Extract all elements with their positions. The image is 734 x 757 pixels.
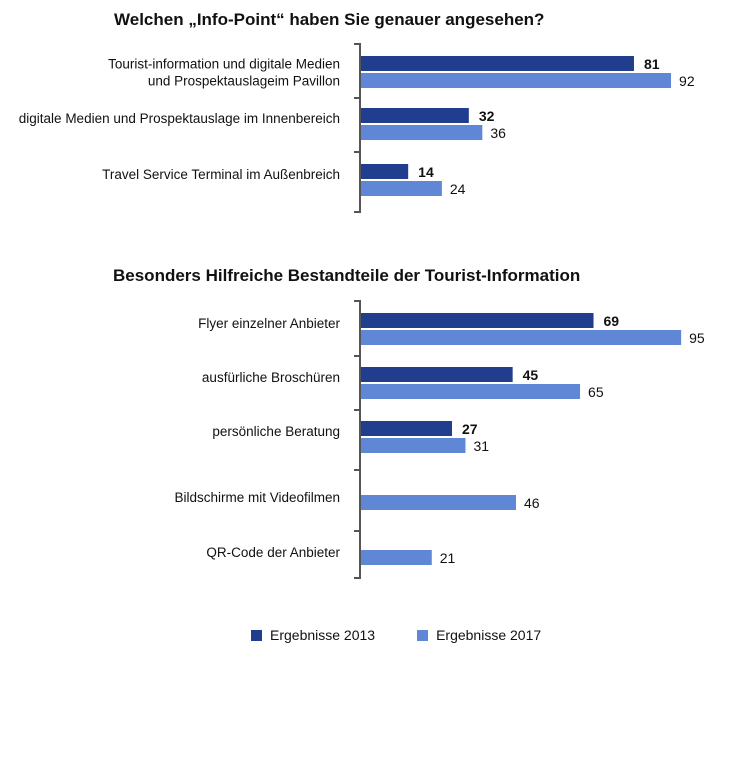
data-label: 92: [679, 73, 695, 89]
category-label: und Prospektauslageim Pavillon: [148, 74, 340, 89]
data-label: 46: [524, 495, 540, 511]
bar-2017: [361, 495, 517, 510]
data-label: 69: [604, 313, 620, 329]
legend-label-2013: Ergebnisse 2013: [270, 627, 376, 643]
category-label: Travel Service Terminal im Außenbreich: [102, 167, 340, 182]
legend: Ergebnisse 2013 Ergebnisse 2017: [251, 627, 583, 643]
chart-title-tourist-information: Besonders Hilfreiche Bestandteile der To…: [113, 266, 581, 285]
data-label: 14: [418, 164, 434, 180]
data-label: 36: [490, 125, 506, 141]
chart-title-info-point: Welchen „Info-Point“ haben Sie genauer a…: [114, 10, 545, 29]
legend-swatch-2013: [251, 629, 262, 641]
category-label: Bildschirme mit Videofilmen: [174, 490, 340, 505]
data-label: 95: [689, 330, 705, 346]
bar-2013: [361, 367, 513, 382]
legend-item-2017: Ergebnisse 2017: [417, 627, 541, 643]
bar-2017: [361, 330, 682, 345]
chart-2: Flyer einzelner Anbieter 69 95 ausfürliche …: [174, 300, 705, 579]
bar-2017: [361, 181, 442, 196]
data-label: 27: [462, 421, 478, 437]
legend-label-2017: Ergebnisse 2017: [436, 627, 542, 643]
bar-2017: [361, 550, 432, 565]
category-label: Tourist-information und digitale Medien: [108, 57, 340, 72]
legend-item-2013: Ergebnisse 2013: [251, 627, 375, 643]
data-label: 21: [440, 550, 456, 566]
data-label: 45: [523, 367, 539, 383]
data-label: 31: [473, 438, 489, 454]
category-label: ausfürliche Broschüren: [202, 370, 340, 385]
bar-2017: [361, 125, 483, 140]
data-label: 81: [644, 56, 660, 72]
category-label: QR-Code der Anbieter: [206, 545, 340, 560]
data-label: 24: [450, 181, 466, 197]
bar-2013: [361, 313, 594, 328]
bar-2013: [361, 56, 634, 71]
legend-swatch-2017: [417, 629, 429, 641]
data-label: 32: [479, 108, 495, 124]
data-label: 65: [588, 384, 604, 400]
bar-2017: [361, 384, 581, 399]
bar-2013: [361, 421, 452, 436]
category-label: persönliche Beratung: [212, 424, 340, 439]
bar-2017: [361, 438, 466, 453]
category-label: digitale Medien und Prospektauslage im I…: [19, 111, 340, 126]
bar-2013: [361, 108, 469, 123]
bar-2013: [361, 164, 409, 179]
category-label: Flyer einzelner Anbieter: [198, 316, 340, 331]
chart-1: Tourist-information und digitale Medien u…: [19, 43, 695, 213]
bar-2017: [361, 73, 672, 88]
